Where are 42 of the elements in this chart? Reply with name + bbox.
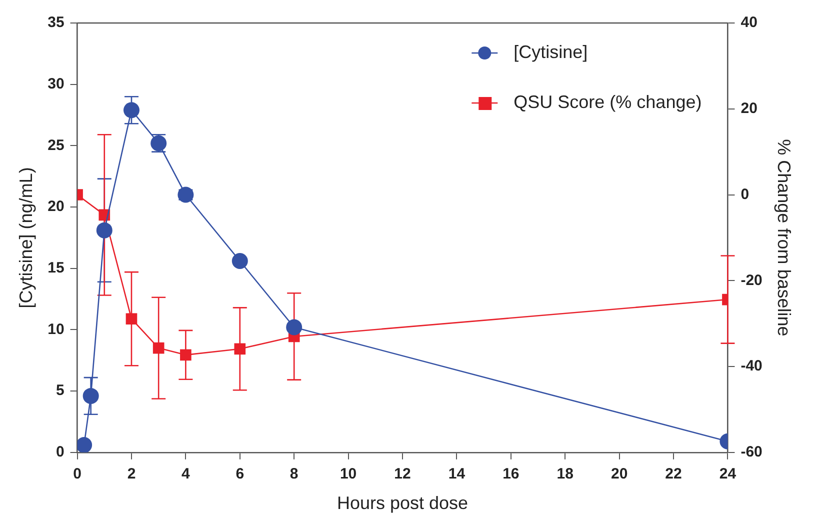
point bbox=[123, 102, 140, 118]
point bbox=[96, 222, 112, 238]
x-tick-label: 2 bbox=[127, 466, 136, 483]
y2-tick-label: -20 bbox=[740, 272, 762, 289]
point bbox=[126, 313, 138, 325]
y2-tick-label: 0 bbox=[740, 186, 750, 203]
y-tick-label: 35 bbox=[48, 14, 64, 32]
y2-tick-label: 40 bbox=[740, 14, 758, 32]
y-tick-label: 30 bbox=[48, 75, 64, 92]
x-tick-label: 4 bbox=[182, 466, 191, 483]
x-tick-label: 0 bbox=[73, 466, 82, 483]
y-tick-label: 0 bbox=[56, 444, 64, 461]
point bbox=[232, 253, 248, 270]
point bbox=[82, 388, 99, 404]
y-axis-title: [Cytisine] (ng/mL) bbox=[16, 167, 36, 308]
point bbox=[77, 437, 92, 452]
y2-axis-title: % Change from baseline bbox=[774, 139, 794, 336]
y-tick-label: 15 bbox=[48, 260, 64, 277]
x-axis-title: Hours post dose bbox=[336, 493, 468, 514]
x-tick-label: 6 bbox=[236, 466, 244, 483]
point bbox=[234, 343, 246, 355]
x-tick-label: 18 bbox=[556, 466, 574, 483]
y-tick-label: 10 bbox=[48, 320, 64, 338]
x-tick-label: 8 bbox=[290, 466, 298, 483]
y-tick-label: 25 bbox=[48, 136, 64, 154]
x-tick-label: 22 bbox=[665, 466, 682, 483]
legend-label: QSU Score (% change) bbox=[514, 92, 702, 112]
x-tick-label: 24 bbox=[719, 466, 737, 483]
x-tick-label: 10 bbox=[340, 466, 357, 483]
x-tick-label: 16 bbox=[502, 466, 520, 483]
y2-tick-label: -60 bbox=[740, 444, 762, 461]
y2-tick-label: -40 bbox=[740, 358, 762, 375]
y-tick-label: 20 bbox=[48, 198, 64, 216]
legend-label: [Cytisine] bbox=[514, 42, 588, 62]
x-tick-label: 20 bbox=[610, 466, 628, 483]
point bbox=[286, 319, 302, 336]
point bbox=[180, 349, 192, 361]
y-tick-label: 5 bbox=[56, 382, 64, 400]
y2-tick-label: 20 bbox=[740, 100, 758, 118]
x-tick-label: 12 bbox=[394, 466, 411, 483]
x-tick-label: 14 bbox=[448, 466, 466, 483]
point bbox=[152, 342, 164, 354]
